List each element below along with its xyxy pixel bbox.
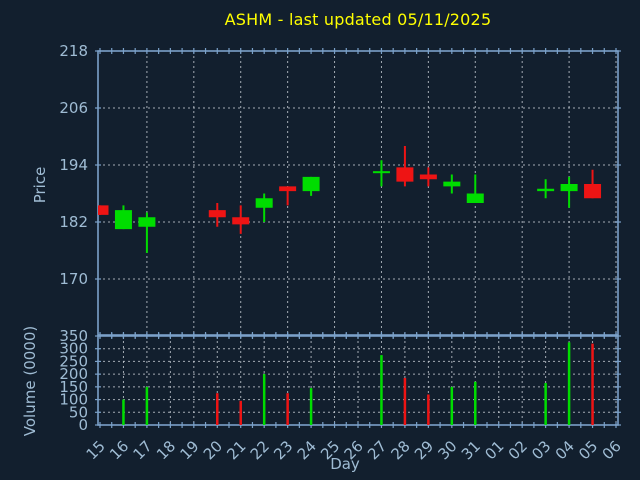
panel-frames — [97, 50, 619, 426]
day-tick-label: 15 — [83, 437, 109, 463]
price-tick-label: 218 — [59, 42, 88, 60]
day-tick-label: 28 — [388, 437, 414, 463]
candle-body-29 — [419, 174, 437, 180]
day-tick-label: 18 — [153, 437, 179, 463]
volume-bars — [122, 342, 594, 425]
candle-body-15 — [98, 205, 109, 215]
volume-tick-label: 0 — [78, 416, 88, 434]
day-tick-label: 31 — [458, 437, 484, 463]
day-tick-label: 29 — [411, 437, 437, 463]
price-tick-label: 170 — [59, 270, 88, 288]
candle-body-23 — [279, 186, 297, 192]
day-tick-label: 02 — [505, 437, 531, 463]
candle-body-05 — [584, 184, 602, 199]
price-tick-label: 194 — [59, 156, 88, 174]
chart-title: ASHM - last updated 05/11/2025 — [224, 10, 492, 29]
volume-tick-label: 250 — [59, 352, 88, 370]
candles — [98, 146, 602, 253]
volume-tick-label: 150 — [59, 378, 88, 396]
candle-body-16 — [114, 210, 132, 230]
volume-tick-label: 50 — [69, 403, 88, 421]
day-tick-label: 04 — [552, 437, 578, 463]
candle-body-30 — [443, 181, 461, 187]
candle-body-22 — [255, 198, 273, 208]
axis-labels: 2182061941821700501001502002503003501516… — [59, 42, 624, 463]
price-axis-title: Price — [31, 166, 49, 204]
day-tick-label: 16 — [106, 437, 132, 463]
candle-body-17 — [138, 217, 156, 227]
axis-ticks — [95, 48, 621, 428]
day-tick-label: 24 — [294, 437, 320, 463]
candle-body-20 — [208, 210, 226, 218]
day-tick-label: 05 — [575, 437, 601, 463]
day-tick-label: 30 — [434, 437, 460, 463]
candle-body-03 — [537, 188, 555, 192]
volume-tick-label: 350 — [59, 327, 88, 345]
day-tick-label: 06 — [599, 437, 625, 463]
gridlines — [98, 51, 618, 425]
price-panel — [97, 50, 619, 336]
volume-tick-label: 300 — [59, 340, 88, 358]
candle-body-21 — [232, 217, 250, 225]
price-tick-label: 182 — [59, 213, 88, 231]
x-axis-title: Day — [330, 455, 360, 473]
candle-body-31 — [466, 193, 484, 203]
day-tick-label: 03 — [528, 437, 554, 463]
day-tick-label: 19 — [176, 437, 202, 463]
day-tick-label: 17 — [130, 437, 156, 463]
candle-body-28 — [396, 167, 414, 182]
volume-tick-label: 100 — [59, 391, 88, 409]
candle-body-24 — [302, 176, 320, 192]
volume-axis-title: Volume (0000) — [21, 325, 39, 437]
candle-body-27 — [372, 171, 390, 174]
candle-body-04 — [560, 184, 578, 192]
day-tick-label: 01 — [481, 437, 507, 463]
day-tick-label: 23 — [270, 437, 296, 463]
day-tick-label: 22 — [247, 437, 273, 463]
day-tick-label: 21 — [223, 437, 249, 463]
day-tick-label: 27 — [364, 437, 390, 463]
day-tick-label: 20 — [200, 437, 226, 463]
volume-tick-label: 200 — [59, 365, 88, 383]
price-tick-label: 206 — [59, 99, 88, 117]
